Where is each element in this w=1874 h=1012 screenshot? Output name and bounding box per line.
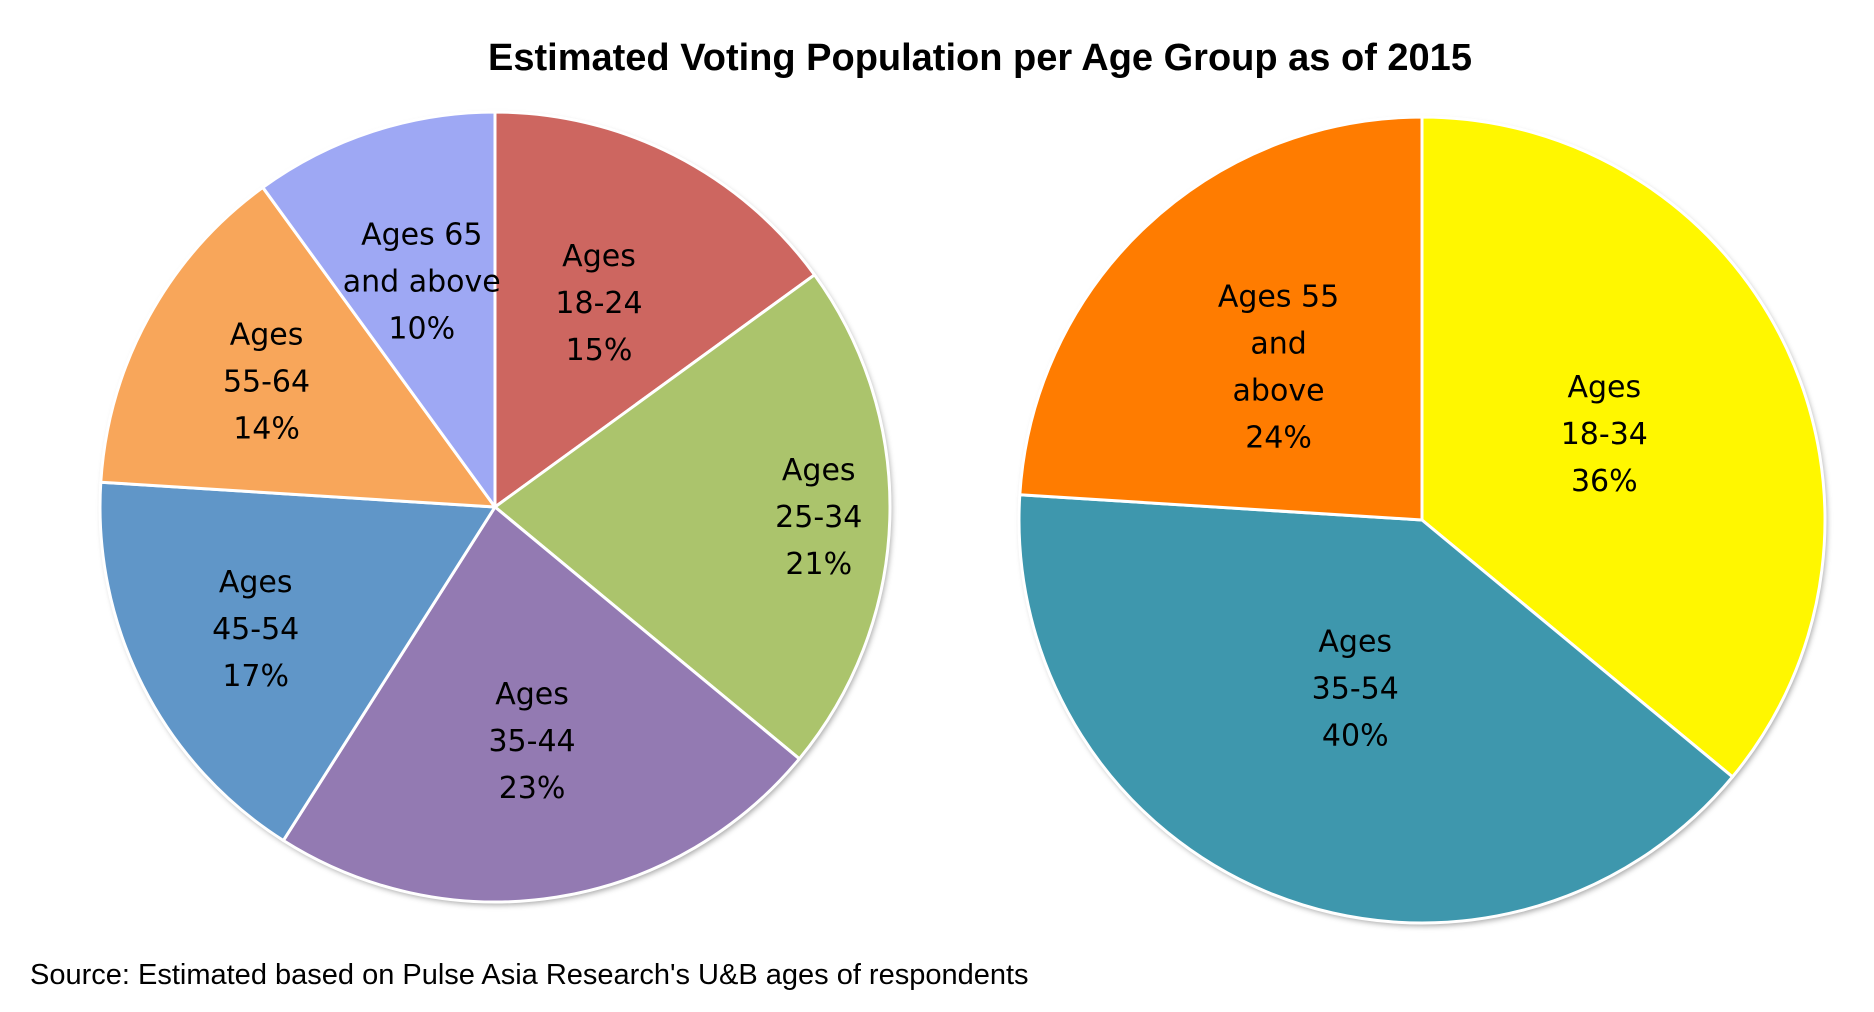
slice-label-line: 35-54 (1312, 672, 1399, 707)
slice-label-line: 35-44 (488, 724, 575, 759)
slice-label-line: Ages (1567, 370, 1641, 405)
slice-label-line: 10% (388, 312, 455, 347)
slice-label: Ages 35-54 40% (1312, 625, 1399, 754)
slice-label-line: 14% (233, 411, 300, 446)
source-note: Source: Estimated based on Pulse Asia Re… (30, 959, 1029, 991)
pie-slice (98, 480, 497, 843)
slice-label: Ages 65 and above 10% (343, 218, 501, 347)
slice-label: Ages 18-34 36% (1561, 370, 1648, 499)
slice-label-line: 45-54 (212, 612, 299, 647)
pie-slice (281, 505, 801, 904)
slice-label-line: Ages (562, 239, 636, 274)
pie-slice (493, 110, 817, 509)
slice-label-line: Ages 55 (1218, 280, 1339, 315)
slice-label-line: Ages (782, 453, 856, 488)
pie-chart-right: Ages 18-34 36% Ages 35-54 40% Ages 55 and above 2… (1017, 115, 1827, 925)
pie-slice (99, 185, 497, 509)
slice-label-line: Ages (1318, 625, 1392, 660)
pie-chart-left: Ages 18-24 15%Ages 25-34 21%Ages 35-44 23%Ages… (98, 110, 892, 904)
pie-slice (1017, 493, 1735, 925)
slice-label-line: 23% (499, 771, 566, 806)
pie-slice (261, 110, 497, 509)
slice-label-line: 17% (222, 659, 289, 694)
slice-label: Ages 25-34 21% (775, 453, 862, 582)
pie-slice (493, 273, 892, 761)
slice-label-line: 40% (1322, 719, 1389, 754)
slice-label-line: 18-34 (1561, 417, 1648, 452)
slice-label-line: Ages (495, 677, 569, 712)
slice-label-line: 36% (1571, 464, 1638, 499)
slice-label-line: 55-64 (223, 364, 310, 399)
slice-label-line: Ages (219, 565, 293, 600)
slice-label: Ages 45-54 17% (212, 565, 299, 694)
pie-slice (1420, 115, 1827, 779)
slice-label-line: and (1250, 327, 1306, 362)
slice-label-line: 15% (566, 333, 633, 368)
slice-label-line: and above (343, 265, 501, 300)
slice-label: Ages 18-24 15% (555, 239, 642, 368)
pie-slice (1018, 115, 1424, 522)
slice-label-line: above (1233, 374, 1325, 409)
chart-title: Estimated Voting Population per Age Grou… (488, 37, 1472, 79)
slice-label: Ages 55 and above 24% (1218, 280, 1339, 456)
slice-label-line: 25-34 (775, 500, 862, 535)
slice-label: Ages 55-64 14% (223, 317, 310, 446)
slice-label-line: 24% (1245, 421, 1312, 456)
slice-label-line: Ages (230, 317, 304, 352)
slice-label: Ages 35-44 23% (488, 677, 575, 806)
slice-label-line: 18-24 (555, 286, 642, 321)
slice-label-line: Ages 65 (361, 218, 482, 253)
slice-label-line: 21% (785, 547, 852, 582)
